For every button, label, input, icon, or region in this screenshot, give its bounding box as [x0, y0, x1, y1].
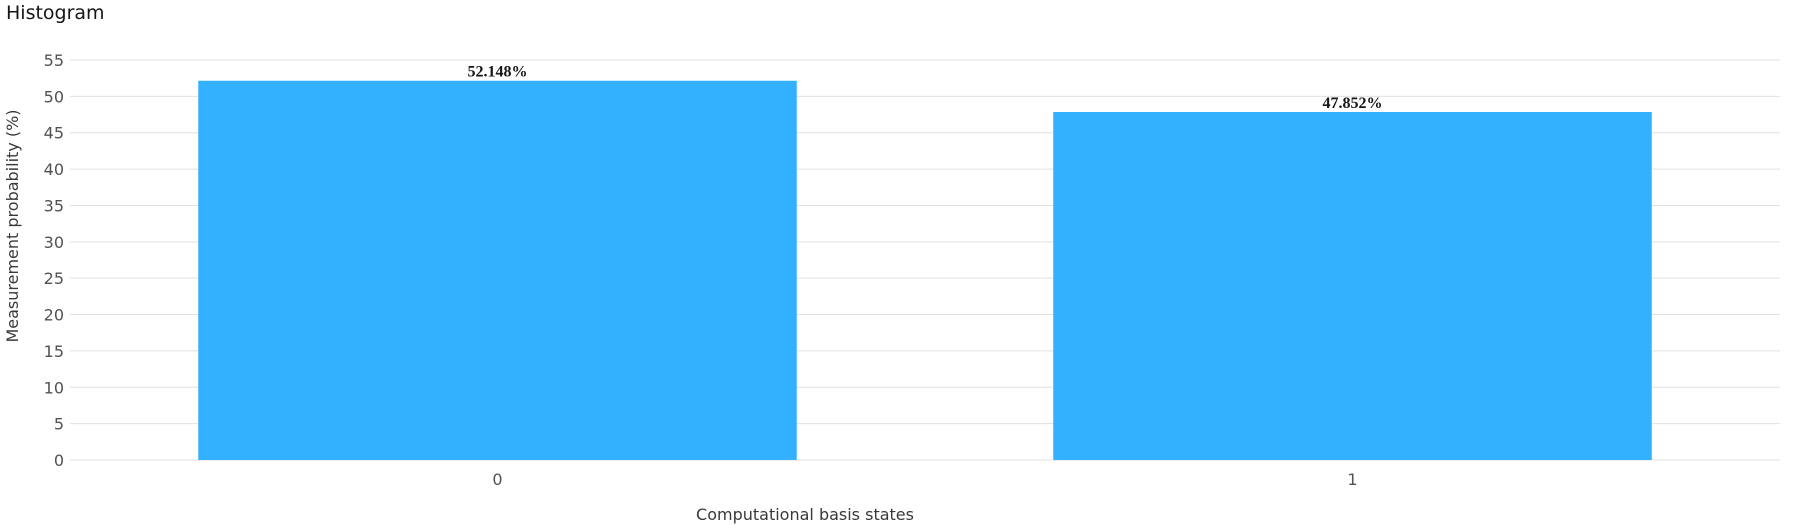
y-tick-label: 25 — [44, 269, 64, 288]
y-tick-label: 0 — [54, 451, 64, 470]
y-tick-label: 5 — [54, 415, 64, 434]
y-tick-labels: 0 5 10 15 20 25 30 35 40 45 50 55 — [44, 51, 64, 470]
x-axis-title: Computational basis states — [696, 505, 914, 524]
bar-0[interactable] — [198, 80, 797, 460]
y-tick-label: 40 — [44, 160, 64, 179]
bars — [198, 80, 1652, 461]
y-tick-label: 45 — [44, 124, 64, 143]
y-tick-label: 20 — [44, 306, 64, 325]
y-axis-title: Measurement probability (%) — [3, 109, 22, 342]
data-label: 52.148% — [468, 64, 528, 81]
y-tick-label: 55 — [44, 51, 64, 70]
data-label: 47.852% — [1323, 95, 1383, 112]
y-tick-label: 50 — [44, 87, 64, 106]
x-tick-label: 0 — [492, 470, 502, 489]
data-labels: 52.148% 47.852% — [468, 64, 1383, 112]
y-tick-label: 30 — [44, 233, 64, 252]
bar-1[interactable] — [1053, 111, 1652, 461]
x-tick-label: 1 — [1347, 470, 1357, 489]
y-tick-label: 35 — [44, 196, 64, 215]
chart-title: Histogram — [6, 2, 105, 24]
y-tick-label: 15 — [44, 342, 64, 361]
y-tick-label: 10 — [44, 378, 64, 397]
